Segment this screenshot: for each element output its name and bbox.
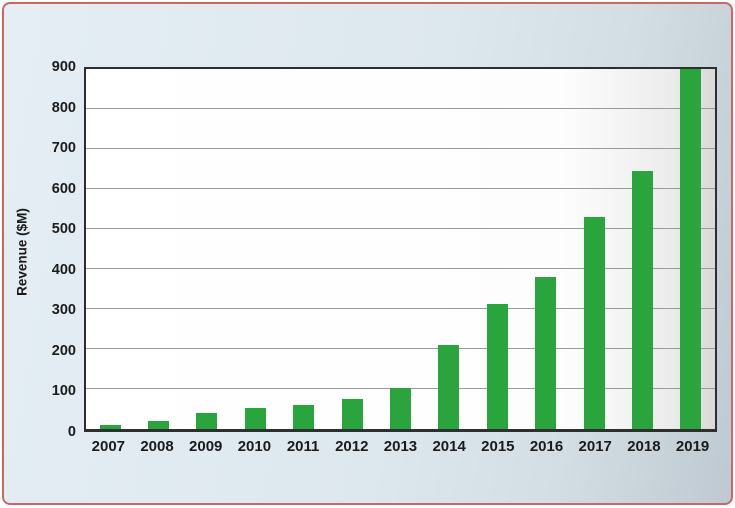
y-tick-label-300: 300 xyxy=(51,302,76,319)
x-tick-label-2018: 2018 xyxy=(627,438,661,455)
x-tick-label-2017: 2017 xyxy=(578,438,612,455)
bar-2011 xyxy=(293,405,315,429)
x-tick-label-2014: 2014 xyxy=(432,438,466,455)
bar-slot-2013 xyxy=(376,69,424,429)
bar-2013 xyxy=(390,388,412,429)
bar-2007 xyxy=(99,425,121,429)
x-tick-label-2013: 2013 xyxy=(383,438,418,455)
x-tick-label-2016: 2016 xyxy=(529,438,564,455)
bar-slot-2016 xyxy=(522,69,570,429)
bar-2017 xyxy=(583,217,605,429)
bar-series xyxy=(86,69,715,429)
gridline-400 xyxy=(86,268,715,270)
x-tick-label-2019: 2019 xyxy=(675,438,710,455)
gridline-300 xyxy=(86,308,715,309)
gridline-800 xyxy=(86,108,715,110)
bar-slot-2009 xyxy=(183,69,231,429)
gridline-500 xyxy=(86,228,715,229)
x-tick-label-2011: 2011 xyxy=(286,438,320,455)
x-tick-label-2010: 2010 xyxy=(237,438,272,455)
plot-area xyxy=(84,67,717,432)
bar-slot-2014 xyxy=(425,69,473,429)
y-tick-label-0: 0 xyxy=(67,424,76,440)
bar-2014 xyxy=(438,345,460,429)
bar-slot-2011 xyxy=(280,69,328,429)
bar-2016 xyxy=(535,277,557,429)
bar-slot-2008 xyxy=(134,69,182,429)
y-tick-label-900: 900 xyxy=(51,59,76,75)
x-tick-label-2015: 2015 xyxy=(481,438,515,455)
x-tick-label-2008: 2008 xyxy=(140,438,174,455)
bar-2010 xyxy=(244,408,266,429)
bar-slot-2015 xyxy=(473,69,521,429)
y-tick-label-500: 500 xyxy=(51,221,76,238)
x-axis-tick-labels: 2007 2008 2009 2010 2011 2012 2013 2014 2015 2016… xyxy=(84,438,717,455)
bar-slot-2007 xyxy=(86,69,134,429)
gridline-600 xyxy=(86,188,715,189)
bar-2009 xyxy=(196,413,218,429)
y-tick-label-100: 100 xyxy=(51,383,76,400)
y-tick-label-700: 700 xyxy=(51,140,76,157)
bar-2015 xyxy=(486,304,508,429)
x-tick-label-2012: 2012 xyxy=(335,438,369,455)
bar-2008 xyxy=(148,421,170,429)
y-tick-label-200: 200 xyxy=(51,342,76,359)
bar-2012 xyxy=(341,399,363,429)
y-tick-label-400: 400 xyxy=(51,261,76,278)
bar-slot-2018 xyxy=(618,69,666,429)
gridline-700 xyxy=(86,148,715,149)
bar-slot-2012 xyxy=(328,69,376,429)
bar-slot-2010 xyxy=(231,69,279,429)
x-tick-label-2009: 2009 xyxy=(189,438,223,455)
x-tick-label-2007: 2007 xyxy=(91,438,126,455)
y-tick-label-600: 600 xyxy=(51,180,76,197)
gridline-200 xyxy=(86,348,715,350)
bar-2019 xyxy=(680,69,702,429)
bar-2018 xyxy=(631,171,653,429)
y-tick-label-800: 800 xyxy=(51,99,76,116)
bar-slot-2019 xyxy=(667,69,715,429)
bar-slot-2017 xyxy=(570,69,618,429)
